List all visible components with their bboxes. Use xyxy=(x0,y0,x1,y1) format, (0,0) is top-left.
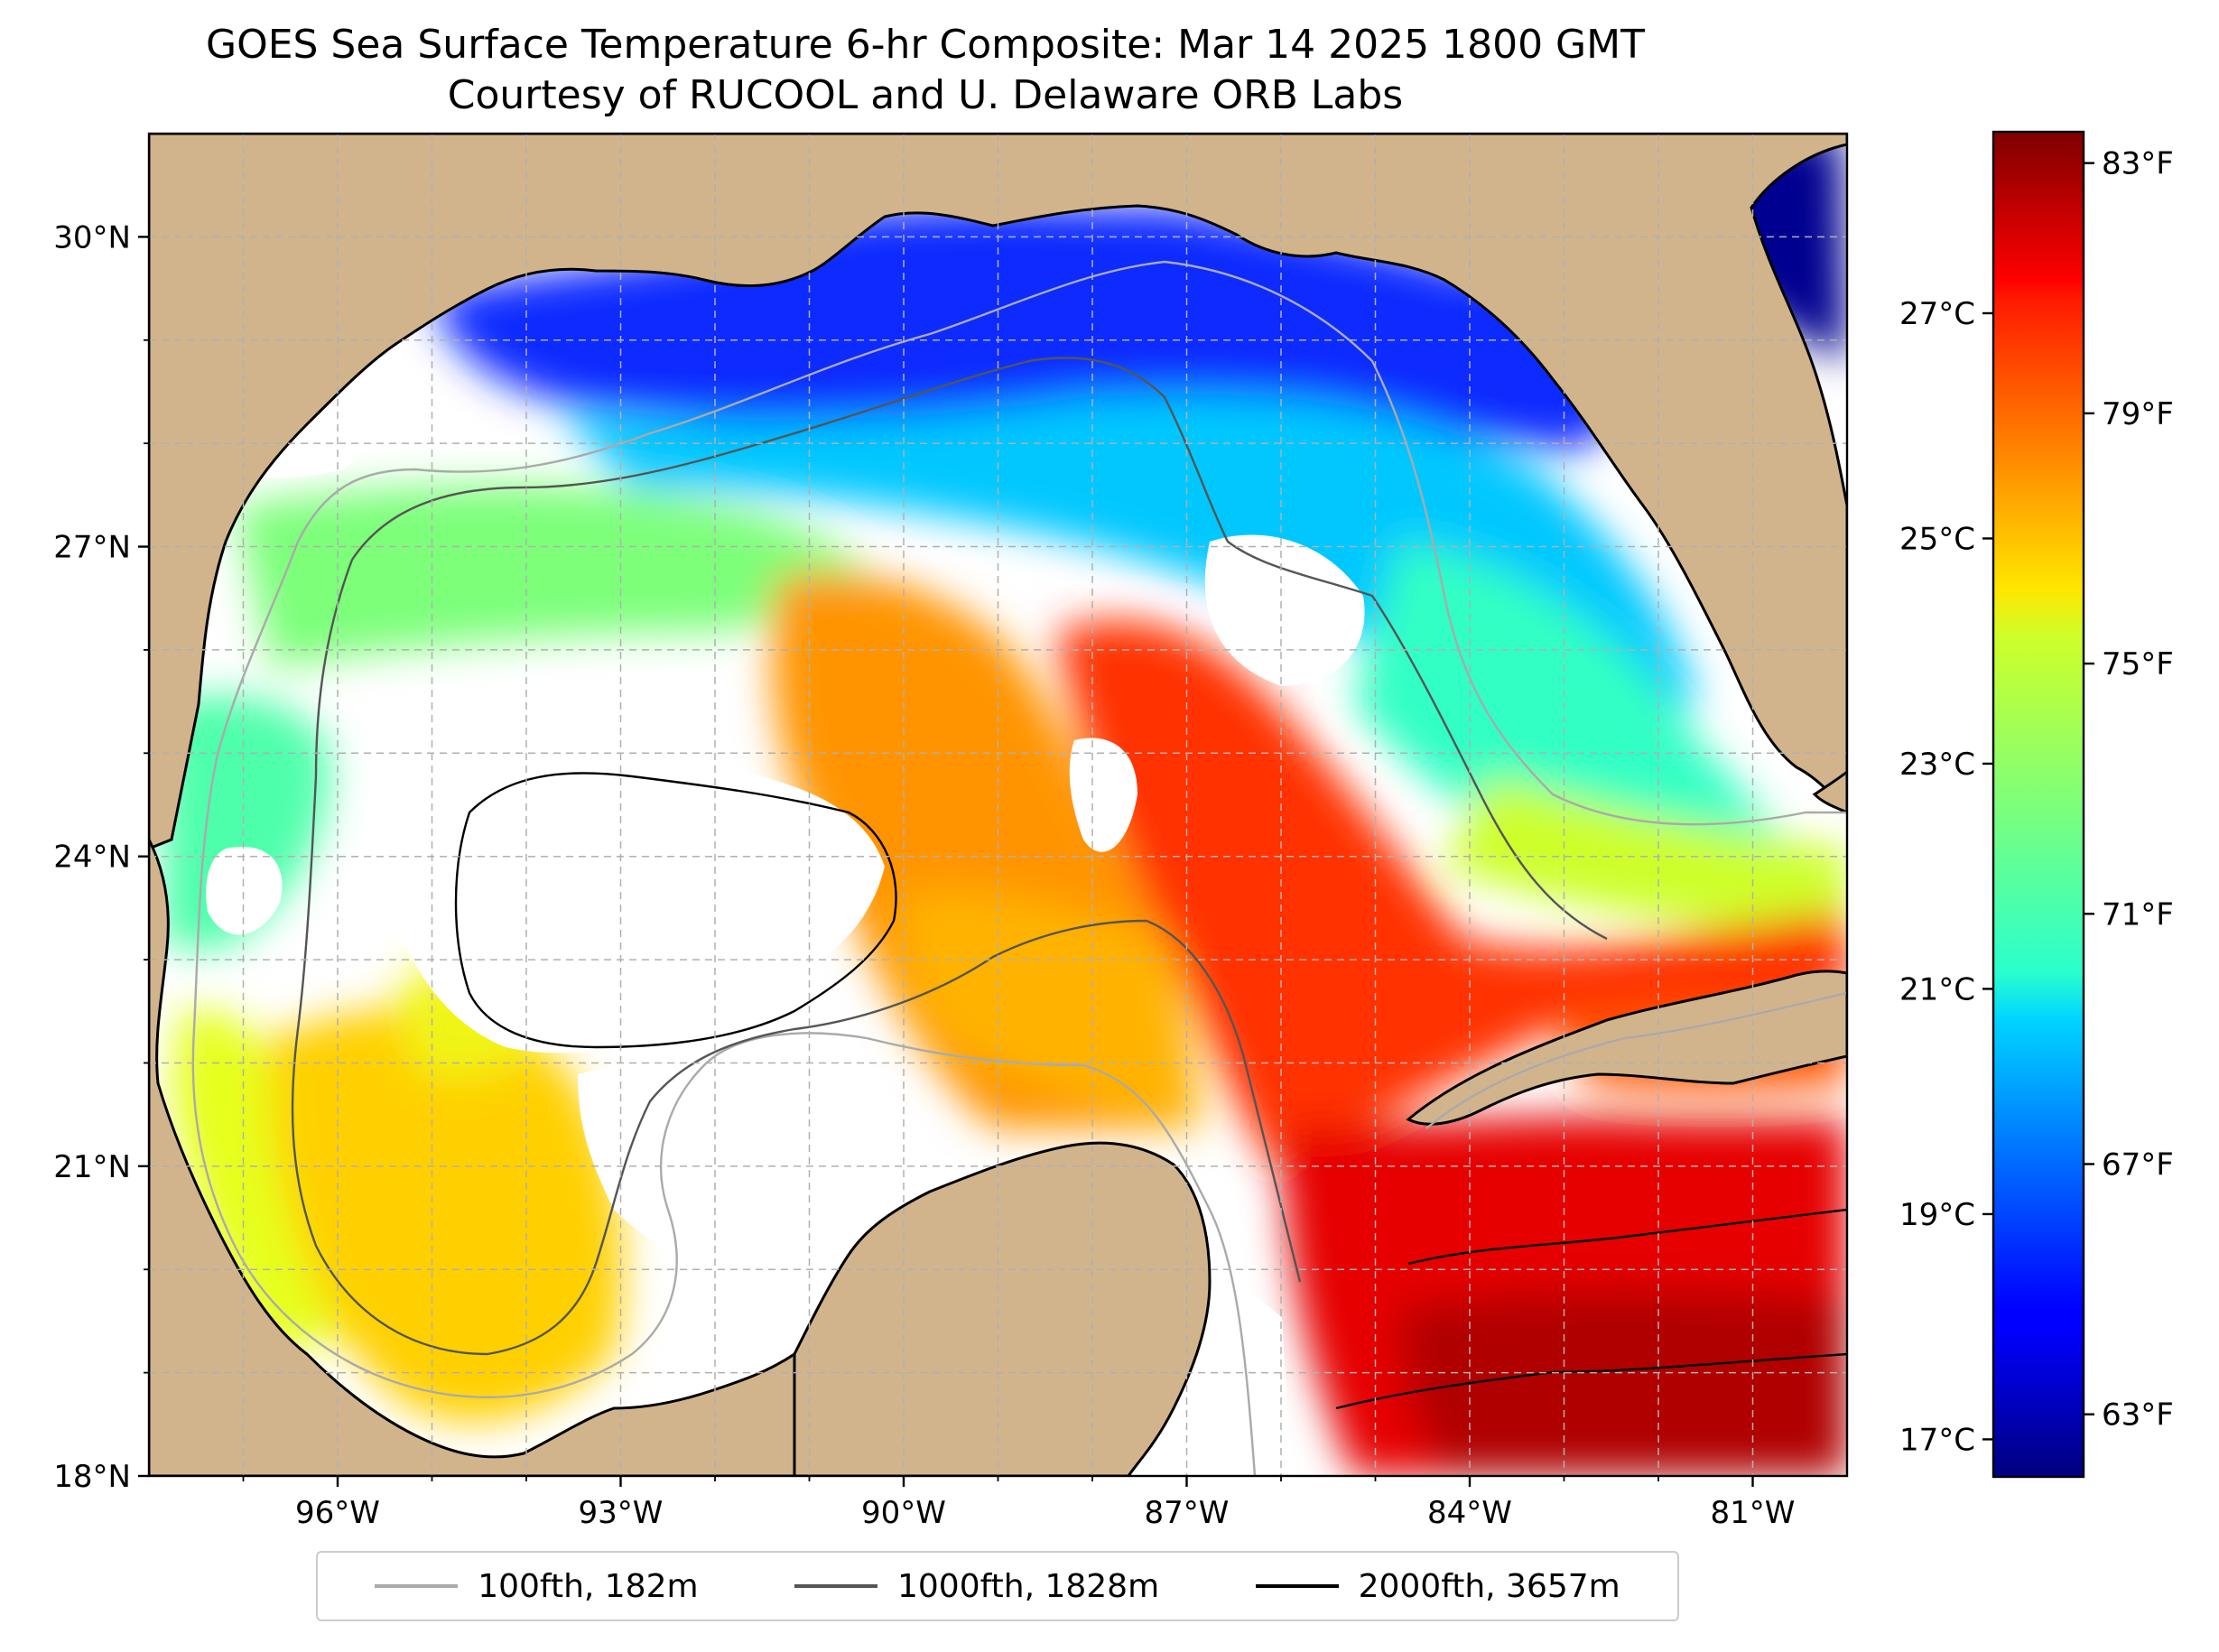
sst-caribbean-deep xyxy=(1399,1291,1847,1476)
legend-label-100fth: 100fth, 182m xyxy=(478,1567,699,1605)
lon-tick-label: 81°W xyxy=(1711,1495,1796,1531)
sst-campeche-west xyxy=(172,1009,343,1354)
colorbar-gradient xyxy=(1992,130,2085,1479)
sst-loop-current xyxy=(1056,620,1847,1174)
latitude-axis: 30°N 27°N 24°N 21°N 18°N xyxy=(53,219,149,1495)
longitude-axis: 96°W 93°W 90°W 87°W 84°W 81°W xyxy=(242,1476,1796,1531)
lon-tick-label: 93°W xyxy=(579,1495,664,1531)
contour-100fth xyxy=(191,260,1847,1476)
celsius-tick-label: 19°C xyxy=(1899,1197,1975,1233)
legend-item-100fth: 100fth, 182m xyxy=(375,1567,699,1605)
lat-tick-label: 27°N xyxy=(53,530,131,566)
colorbar-fahrenheit-axis: 83°F 79°F 75°F 71°F 67°F 63°F xyxy=(2084,146,2174,1434)
legend-line-100fth xyxy=(375,1584,459,1588)
map-panel xyxy=(149,134,1847,1476)
legend-line-1000fth xyxy=(794,1584,877,1588)
lon-tick-label: 90°W xyxy=(861,1495,946,1531)
legend-line-2000fth xyxy=(1255,1584,1339,1588)
fahrenheit-tick-label: 79°F xyxy=(2102,396,2174,432)
sst-yucatan xyxy=(900,891,1201,1128)
celsius-tick-label: 21°C xyxy=(1899,971,1975,1007)
legend-label-1000fth: 1000fth, 1828m xyxy=(896,1567,1160,1605)
lat-tick-label: 18°N xyxy=(53,1459,131,1495)
colorbar: 27°C 25°C 23°C 21°C 19°C 17°C 83°F 79°F 75°F 71°… xyxy=(1899,130,2174,1479)
lat-tick-label: 21°N xyxy=(53,1149,131,1185)
lon-tick-label: 96°W xyxy=(295,1495,380,1531)
legend-label-2000fth: 2000fth, 3657m xyxy=(1358,1567,1620,1605)
fahrenheit-tick-label: 75°F xyxy=(2102,646,2174,682)
fahrenheit-tick-label: 71°F xyxy=(2102,896,2174,933)
gridlines xyxy=(149,134,1847,1476)
contour-1000fth xyxy=(291,357,1608,1356)
sst-west-florida xyxy=(1354,542,1842,912)
celsius-tick-label: 27°C xyxy=(1899,296,1975,332)
land-yucatan xyxy=(793,1141,1212,1476)
lat-tick-label: 24°N xyxy=(53,840,131,876)
celsius-tick-label: 17°C xyxy=(1899,1422,1975,1458)
legend-item-2000fth: 2000fth, 3657m xyxy=(1255,1567,1620,1605)
lat-tick-label: 30°N xyxy=(53,219,131,255)
colorbar-celsius-axis: 27°C 25°C 23°C 21°C 19°C 17°C xyxy=(1899,296,1993,1458)
sst-campeche xyxy=(253,1008,623,1422)
sst-west-shelf xyxy=(162,695,330,948)
celsius-tick-label: 23°C xyxy=(1899,747,1975,783)
legend-item-1000fth: 1000fth, 1828m xyxy=(794,1568,1159,1605)
land-cuba xyxy=(1406,970,1847,1126)
land-mexico xyxy=(149,839,796,1476)
sst-loop-north xyxy=(1444,776,1847,939)
lon-tick-label: 87°W xyxy=(1145,1495,1230,1531)
land-florida-keys-area xyxy=(1812,770,1847,814)
map-title: GOES Sea Surface Temperature 6-hr Compos… xyxy=(205,22,1645,68)
celsius-tick-label: 25°C xyxy=(1899,521,1975,557)
map-subtitle: Courtesy of RUCOOL and U. Delaware ORB L… xyxy=(447,72,1404,118)
fahrenheit-tick-label: 67°F xyxy=(2102,1146,2174,1183)
sst-central-west xyxy=(235,484,885,668)
lon-tick-label: 84°W xyxy=(1427,1495,1512,1531)
fahrenheit-tick-label: 83°F xyxy=(2102,146,2174,182)
fahrenheit-tick-label: 63°F xyxy=(2102,1397,2174,1434)
land xyxy=(149,134,1847,1476)
bathymetry-legend: 100fth, 182m 1000fth, 1828m 2000fth, 365… xyxy=(316,1551,1679,1621)
bathymetry-contours xyxy=(191,260,1847,1476)
